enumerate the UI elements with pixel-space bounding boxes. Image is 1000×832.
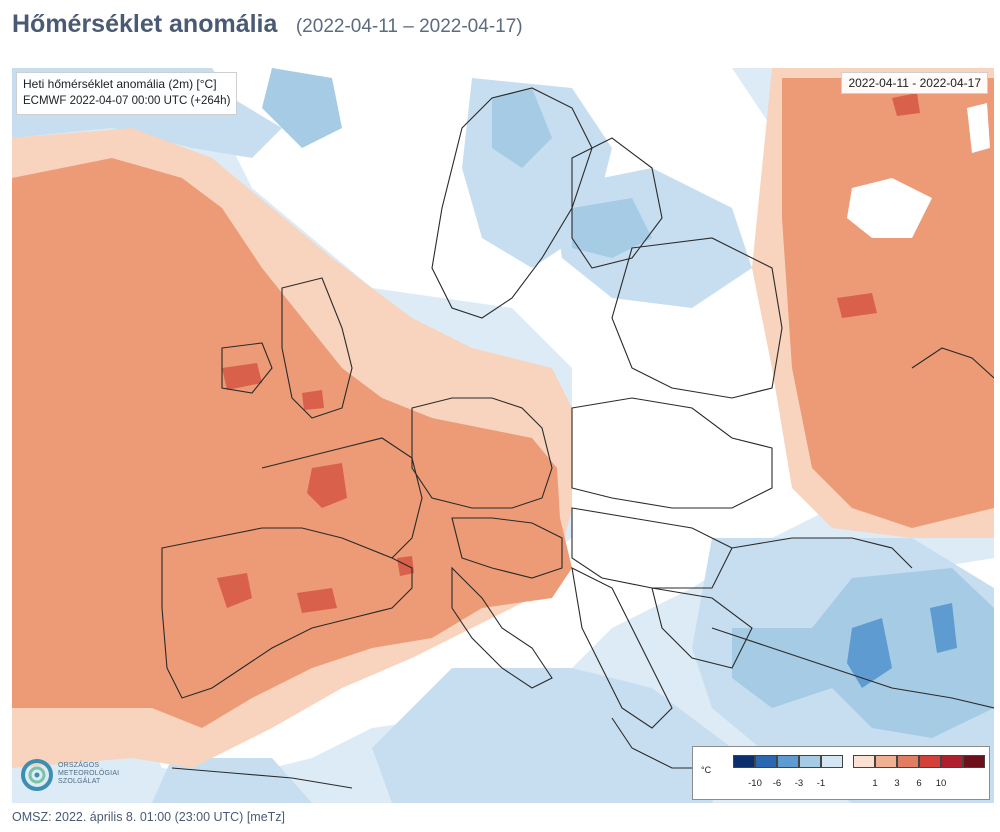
legend-swatch-cold-1 [755,755,777,768]
cold-zone-deep [847,603,957,688]
legend-swatch-warm-0 [853,755,875,768]
info-title: Heti hőmérséklet anomália (2m) [°C] [23,77,217,91]
neutral-patches-east [847,103,990,238]
cold-zone-medium [262,68,994,738]
legend-swatch-warm-4 [941,755,963,768]
omsz-logo: ORSZÁGOS METEOROLÓGIAI SZOLGÁLAT [18,754,158,798]
legend-swatch-warm-2 [897,755,919,768]
page-title: Hőmérséklet anomália [12,10,278,38]
legend-tick-cold-3: -1 [816,778,826,789]
warm-zone-hot [217,93,920,613]
legend-tick-warm-0: 1 [872,778,878,789]
legend-tick-cold-2: -3 [794,778,804,789]
map-date-range: 2022-04-11 - 2022-04-17 [841,72,988,94]
legend-tick-warm-3: 10 [935,778,947,789]
logo-text: ORSZÁGOS METEOROLÓGIAI SZOLGÁLAT [58,762,120,785]
date-period: (2022-04-11 – 2022-04-17) [295,16,523,37]
footer-timestamp: OMSZ: 2022. április 8. 01:00 (23:00 UTC)… [12,810,286,824]
info-model-run: ECMWF 2022-04-07 00:00 UTC (+264h) [23,95,231,107]
omsz-swirl-icon [21,759,53,791]
legend-swatch-warm-1 [875,755,897,768]
warm-zone-main [12,78,994,728]
legend-unit: °C [701,765,712,775]
color-legend: °C -10 -6 -3 -1 1 3 6 10 [692,746,990,800]
map-canvas [12,68,994,803]
legend-swatch-cold-3 [799,755,821,768]
legend-swatch-cold-4 [821,755,843,768]
borders [161,87,994,789]
anomaly-map[interactable]: Heti hőmérséklet anomália (2m) [°C] ECMW… [12,68,994,803]
legend-tick-cold-1: -6 [772,778,782,789]
map-info-box: Heti hőmérséklet anomália (2m) [°C] ECMW… [16,72,238,115]
page-header: Hőmérséklet anomália (2022-04-11 – 2022-… [12,10,523,50]
legend-tick-warm-2: 6 [916,778,922,789]
legend-swatch-cold-2 [777,755,799,768]
legend-swatch-warm-3 [919,755,941,768]
legend-tick-cold-0: -10 [748,778,762,789]
legend-swatch-warm-5 [963,755,985,768]
legend-tick-warm-1: 3 [894,778,900,789]
legend-swatch-cold-0 [733,755,755,768]
